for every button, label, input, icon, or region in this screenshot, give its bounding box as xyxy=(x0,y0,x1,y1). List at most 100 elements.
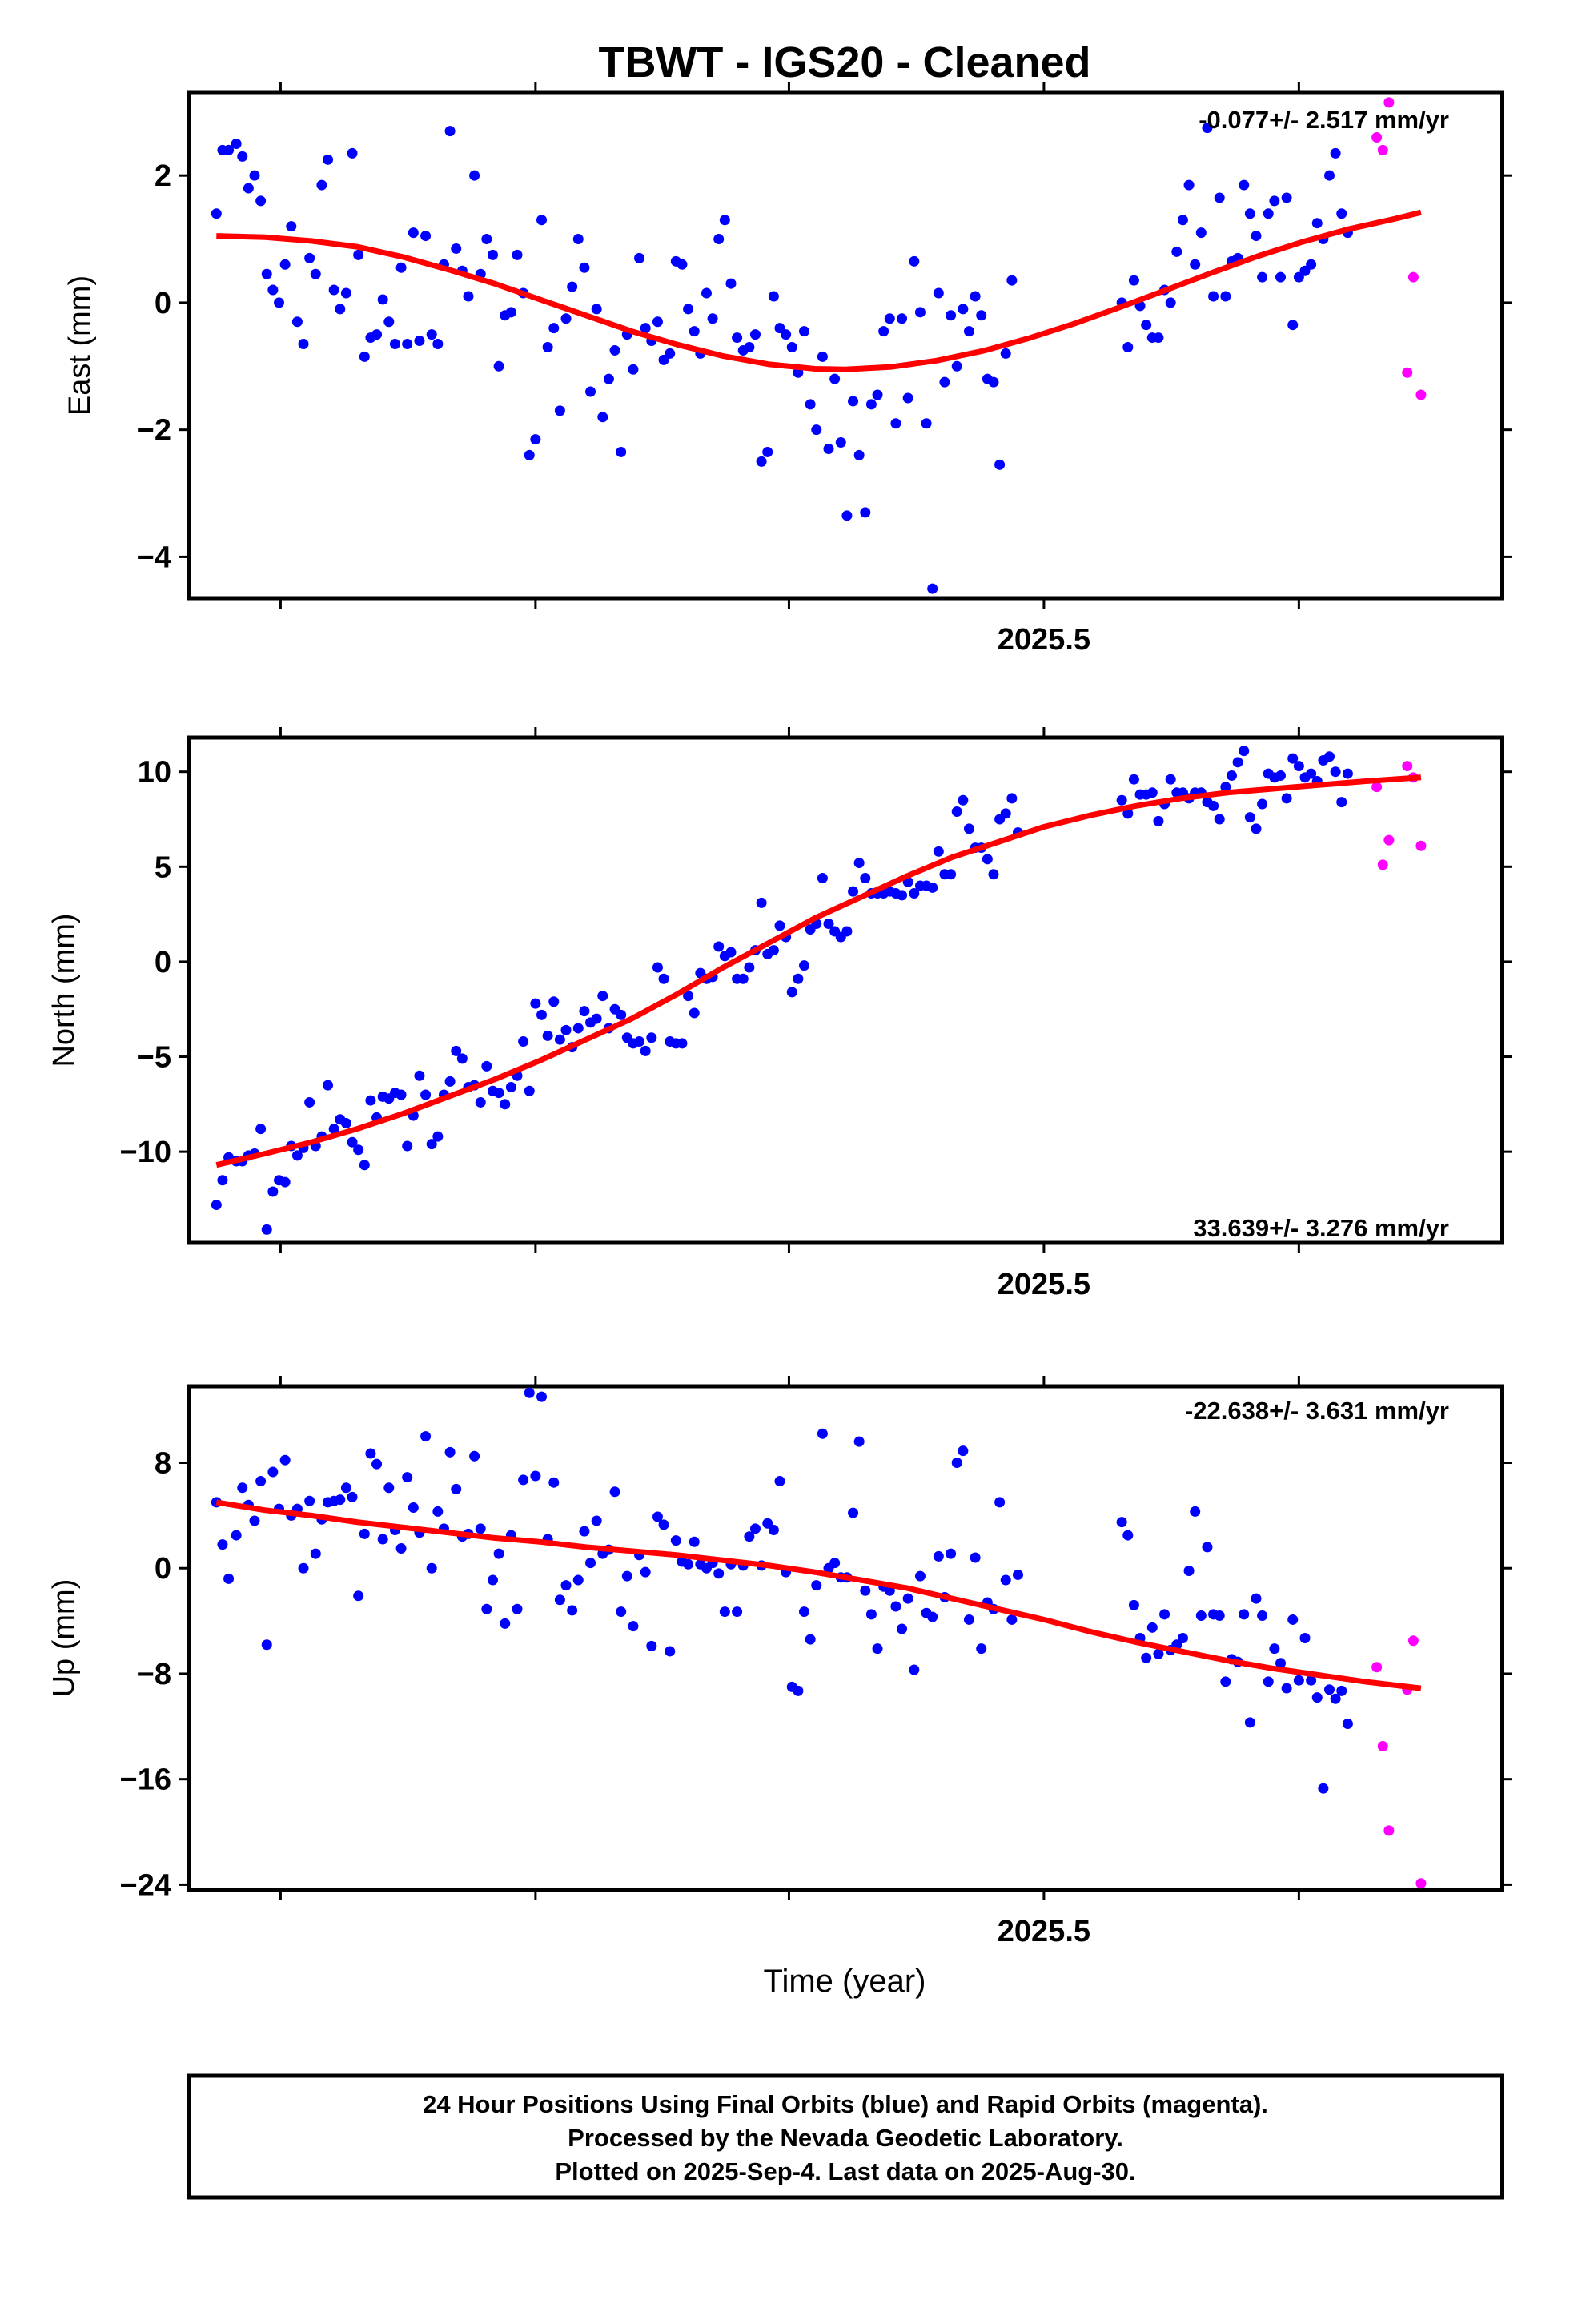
up-final-point xyxy=(475,1523,486,1534)
up-final-point xyxy=(408,1502,419,1513)
up-final-point xyxy=(1177,1633,1188,1643)
east-final-point xyxy=(389,339,400,350)
north-final-point xyxy=(217,1175,228,1186)
north-final-point xyxy=(963,823,974,834)
east-final-point xyxy=(1330,147,1341,159)
north-final-point xyxy=(853,858,865,869)
east-final-point xyxy=(683,304,694,315)
east-final-point xyxy=(237,151,248,162)
east-final-point xyxy=(554,405,565,416)
up-final-point xyxy=(946,1548,957,1559)
east-final-point xyxy=(835,437,846,448)
north-final-point xyxy=(774,920,785,931)
up-final-point xyxy=(1263,1676,1274,1687)
east-final-point xyxy=(848,396,859,407)
north-final-point xyxy=(1000,808,1011,819)
up-final-point xyxy=(530,1470,541,1482)
east-final-point xyxy=(609,344,620,356)
east-final-point xyxy=(347,147,358,159)
east-final-point xyxy=(946,310,957,321)
up-final-point xyxy=(1202,1542,1213,1553)
north-final-point xyxy=(524,1085,535,1096)
north-final-point xyxy=(548,996,560,1007)
up-rapid-point xyxy=(1407,1635,1419,1647)
north-final-point xyxy=(799,960,810,971)
north-final-point xyxy=(677,1038,688,1049)
up-final-point xyxy=(560,1580,572,1591)
east-final-point xyxy=(689,326,700,337)
north-final-point xyxy=(579,1006,590,1017)
up-final-point xyxy=(621,1570,632,1582)
east-final-point xyxy=(909,255,920,267)
up-final-point xyxy=(689,1536,700,1547)
up-final-point xyxy=(432,1506,444,1517)
east-final-point xyxy=(1251,231,1262,242)
east-final-point xyxy=(884,313,895,324)
up-final-point xyxy=(1239,1609,1250,1620)
east-rapid-point xyxy=(1407,271,1419,283)
up-final-point xyxy=(646,1640,657,1651)
north-final-point xyxy=(958,794,969,806)
east-final-point xyxy=(286,221,297,232)
north-final-point xyxy=(634,1036,645,1047)
north-final-point xyxy=(713,941,725,952)
up-y-tick-label: −24 xyxy=(120,1868,171,1902)
north-final-point xyxy=(683,991,694,1002)
north-y-tick-label: 0 xyxy=(155,946,171,979)
north-rapid-point xyxy=(1371,782,1383,793)
up-final-point xyxy=(567,1605,578,1616)
up-y-axis-label: Up (mm) xyxy=(47,1579,81,1698)
east-final-point xyxy=(396,262,407,273)
up-final-point xyxy=(951,1458,962,1469)
east-final-point xyxy=(249,170,260,181)
east-final-point xyxy=(823,443,834,454)
east-final-point xyxy=(817,351,828,362)
east-final-point xyxy=(951,360,962,372)
east-final-point xyxy=(1190,259,1201,270)
east-rate-label: -0.077+/- 2.517 mm/yr xyxy=(1199,106,1449,134)
up-final-point xyxy=(976,1643,987,1655)
east-final-point xyxy=(223,144,235,155)
north-data-layer xyxy=(211,746,1427,1235)
east-final-point xyxy=(628,364,639,375)
north-final-point xyxy=(597,991,608,1002)
east-final-point xyxy=(1287,320,1299,331)
east-final-point xyxy=(432,339,444,350)
east-final-point xyxy=(335,304,346,315)
up-final-point xyxy=(481,1603,492,1614)
north-final-point xyxy=(951,806,962,818)
north-final-point xyxy=(1293,761,1304,772)
east-final-point xyxy=(719,215,730,226)
up-final-point xyxy=(591,1515,602,1526)
up-final-point xyxy=(579,1526,590,1537)
up-final-point xyxy=(1122,1530,1134,1541)
up-final-point xyxy=(554,1594,565,1606)
east-final-point xyxy=(786,341,797,352)
east-final-point xyxy=(677,259,688,270)
north-final-point xyxy=(982,854,993,865)
east-final-point xyxy=(377,294,388,305)
north-rapid-point xyxy=(1402,761,1413,772)
east-final-point xyxy=(536,215,548,226)
east-final-point xyxy=(1006,275,1018,286)
north-rapid-point xyxy=(1383,834,1395,846)
up-rapid-point xyxy=(1377,1741,1388,1752)
up-final-point xyxy=(994,1497,1006,1508)
north-final-point xyxy=(304,1096,315,1108)
east-final-point xyxy=(323,154,334,165)
north-final-point xyxy=(823,918,834,929)
east-final-point xyxy=(542,341,553,352)
north-final-point xyxy=(1330,766,1341,778)
east-final-point xyxy=(616,446,627,457)
up-final-point xyxy=(231,1530,242,1541)
up-final-point xyxy=(335,1494,346,1506)
up-final-point xyxy=(853,1436,865,1447)
east-final-point xyxy=(548,323,560,334)
east-final-point xyxy=(1202,123,1213,134)
east-final-point xyxy=(811,424,822,436)
east-final-point xyxy=(963,326,974,337)
east-final-point xyxy=(298,339,309,350)
east-final-point xyxy=(927,583,938,594)
up-final-point xyxy=(829,1558,841,1569)
up-final-point xyxy=(1281,1683,1292,1694)
